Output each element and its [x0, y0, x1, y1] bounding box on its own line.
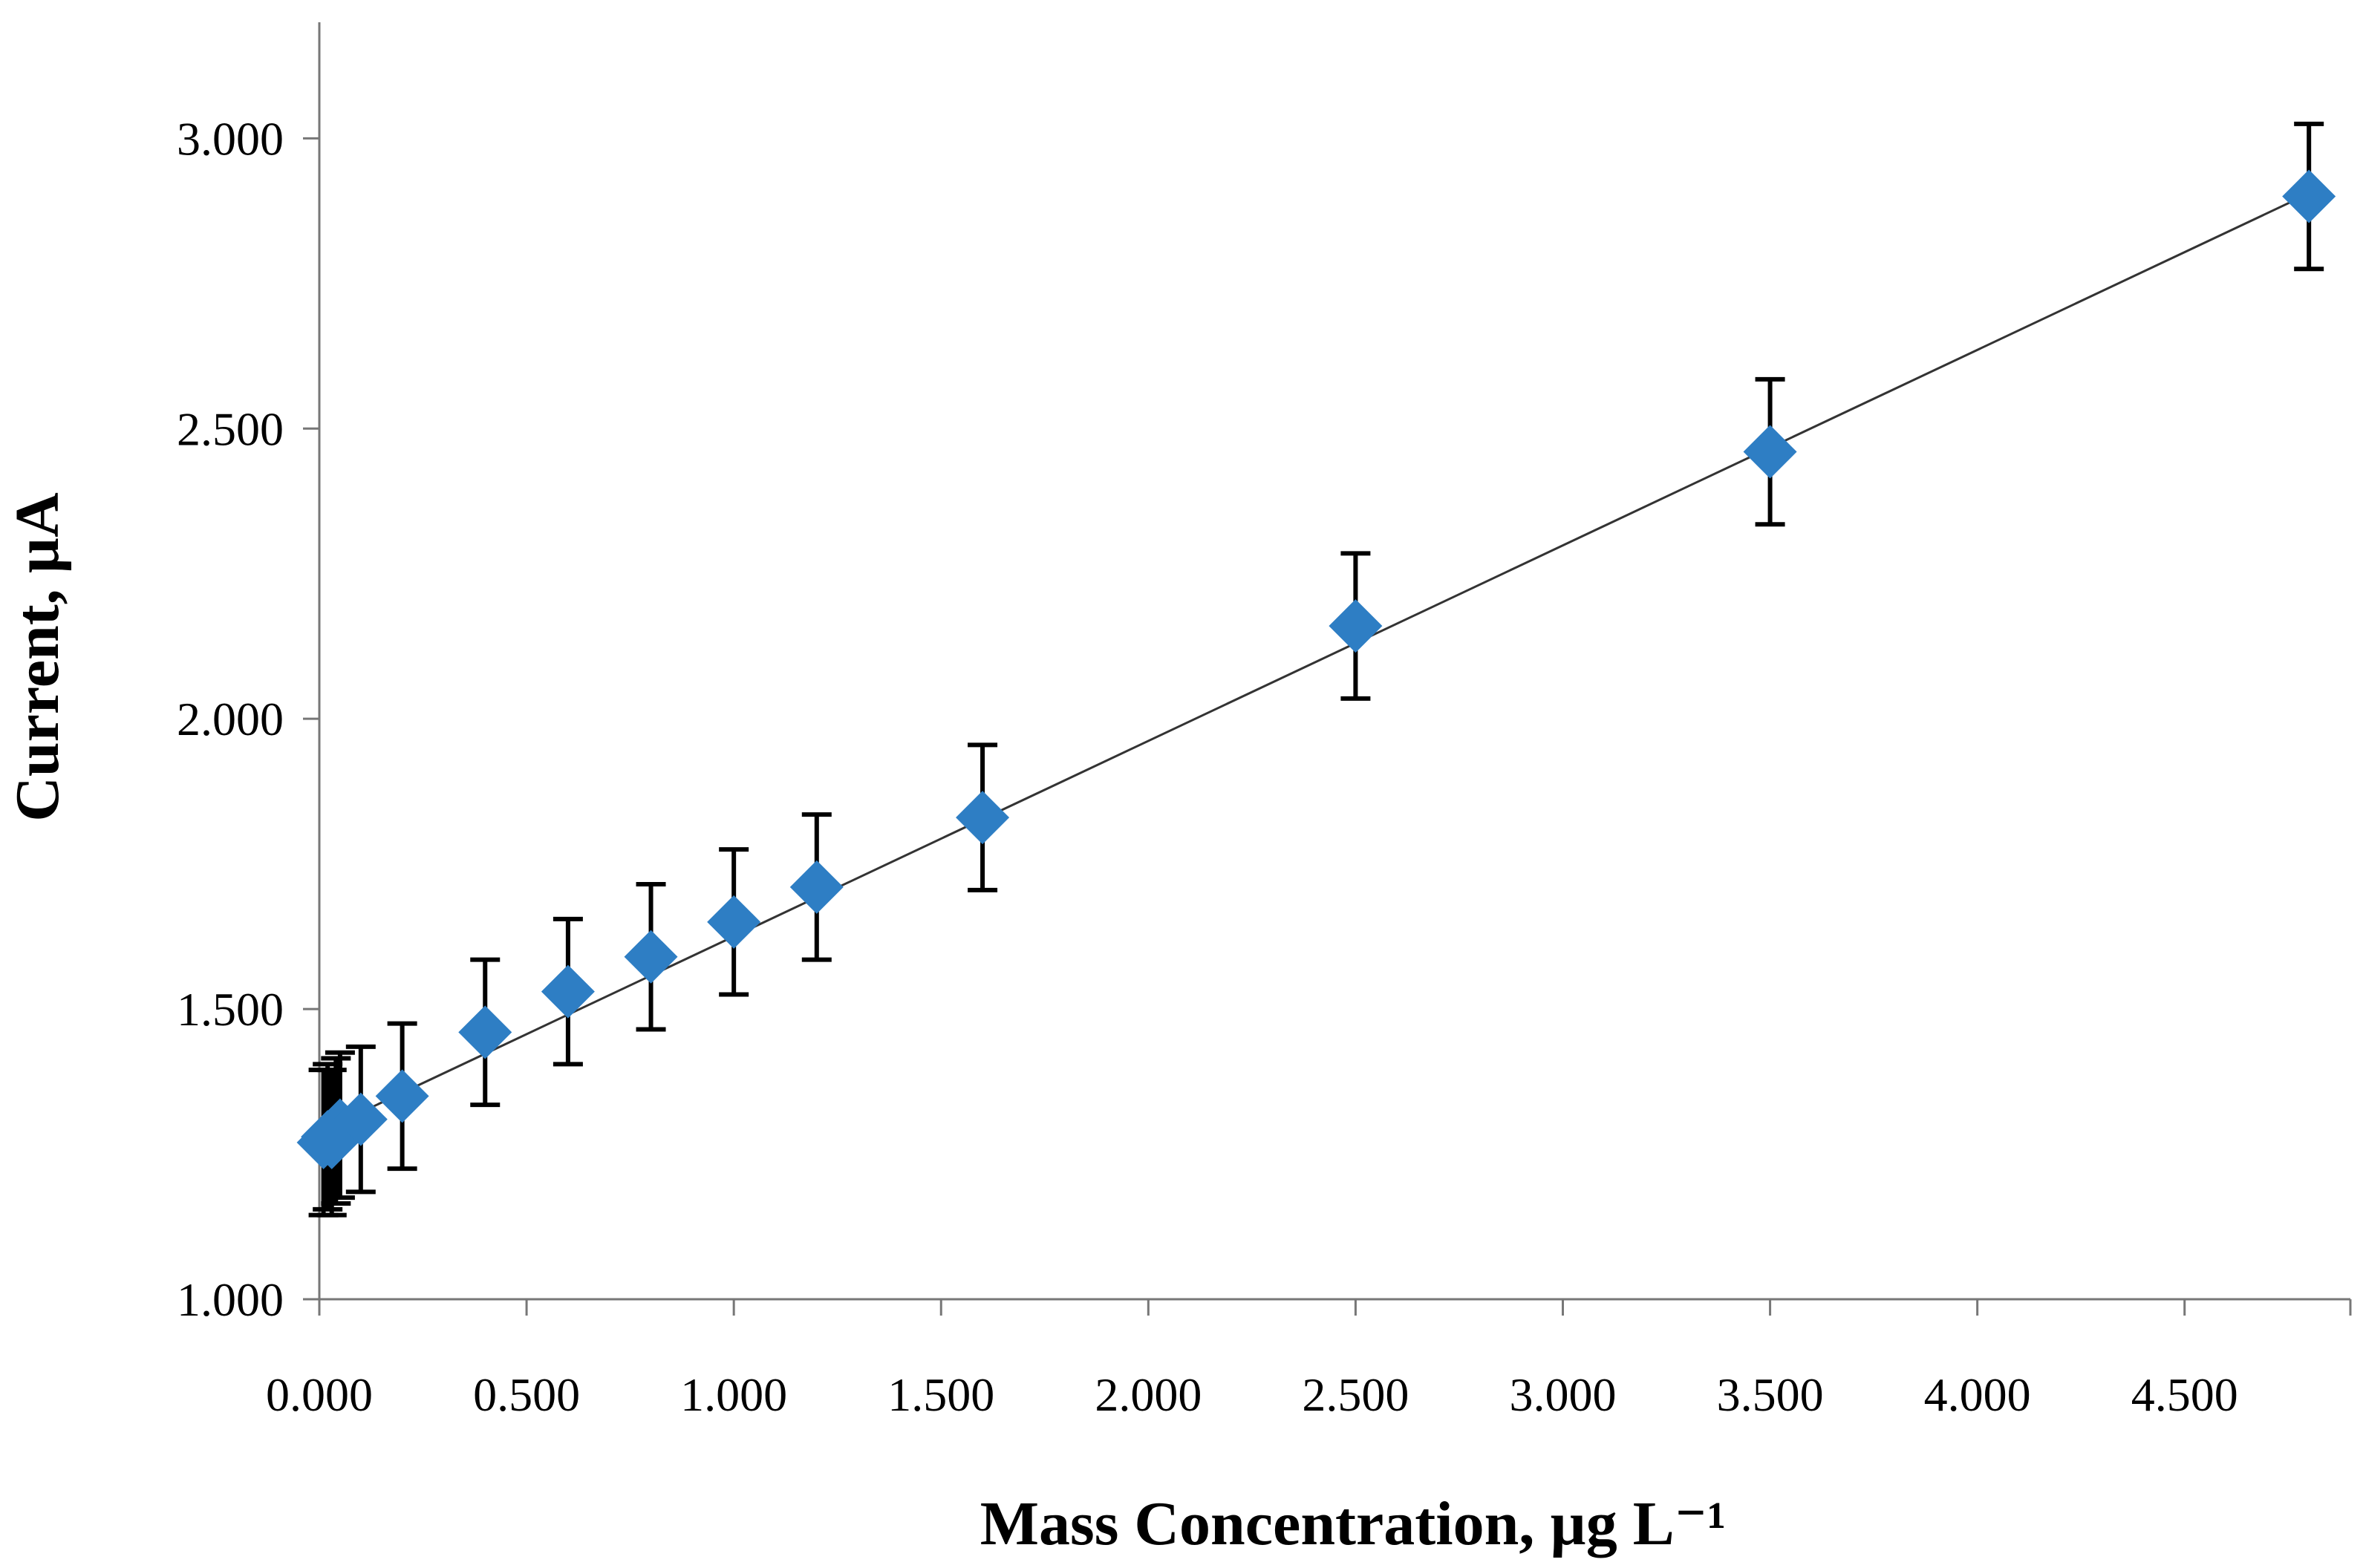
x-tick-label: 1.500 — [887, 1368, 994, 1421]
errorbars-group — [308, 121, 2324, 1218]
data-point — [1743, 425, 1797, 479]
data-point — [541, 964, 595, 1019]
x-axis-ticks: 0.000 0.500 1.000 1.500 2.000 2.500 3.000 3.500… — [266, 1299, 2352, 1421]
y-tick-label: 2.500 — [177, 402, 284, 455]
data-point — [1329, 599, 1383, 653]
x-tick-label: 4.000 — [1924, 1368, 2031, 1421]
data-point — [624, 930, 678, 984]
data-point — [2282, 169, 2336, 223]
data-points-group — [296, 169, 2336, 1169]
data-point — [956, 791, 1010, 845]
data-point — [789, 860, 844, 914]
x-tick-label: 1.000 — [680, 1368, 787, 1421]
x-tick-label: 3.500 — [1717, 1368, 1824, 1421]
y-tick-label: 1.500 — [177, 983, 284, 1036]
y-axis-ticks: 1.000 1.500 2.000 2.500 3.000 — [177, 112, 319, 1326]
x-tick-label: 0.000 — [266, 1368, 373, 1421]
y-tick-label: 3.000 — [177, 112, 284, 165]
y-axis-title: Current, µA — [3, 492, 72, 822]
x-axis-title: Mass Concentration, µg L⁻¹ — [980, 1489, 1727, 1558]
x-tick-label: 4.500 — [2131, 1368, 2238, 1421]
data-point — [333, 1092, 388, 1146]
axes — [318, 22, 2350, 1301]
trendline-group — [327, 192, 2310, 1129]
y-tick-label: 2.000 — [177, 693, 284, 745]
x-tick-label: 2.000 — [1095, 1368, 1202, 1421]
data-point — [458, 1005, 512, 1059]
y-tick-label: 1.000 — [177, 1273, 284, 1326]
x-tick-label: 2.500 — [1302, 1368, 1409, 1421]
data-point — [375, 1069, 429, 1123]
x-tick-label: 3.000 — [1509, 1368, 1616, 1421]
x-tick-label: 0.500 — [473, 1368, 580, 1421]
data-point — [707, 895, 761, 949]
linear-trendline — [327, 192, 2310, 1129]
